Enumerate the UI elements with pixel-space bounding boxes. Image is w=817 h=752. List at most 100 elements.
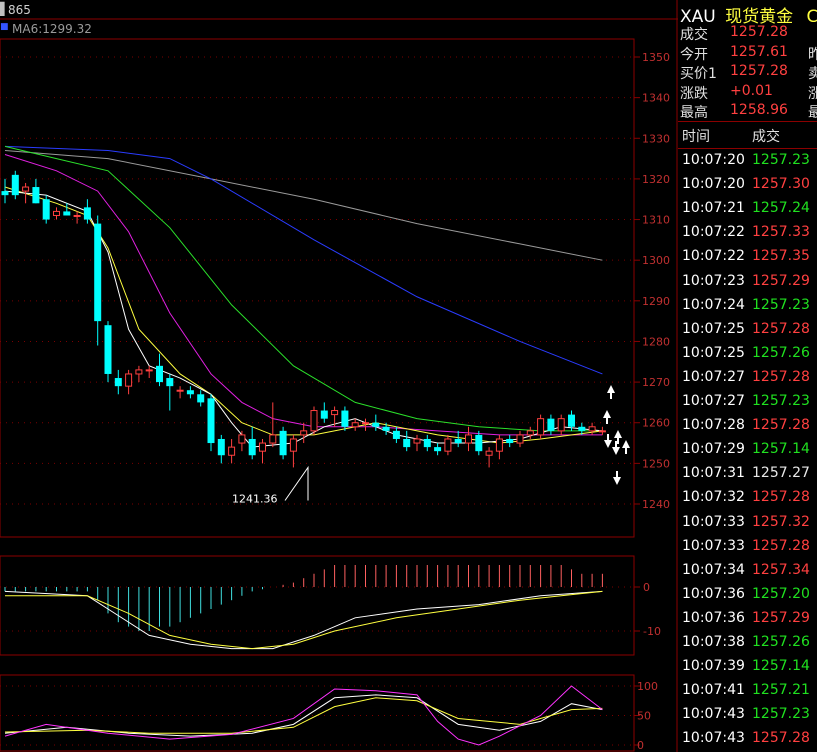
tick-time: 10:07:32: [682, 489, 745, 506]
tick-row[interactable]: 10:07:43 1257.23: [678, 703, 817, 727]
tick-row[interactable]: 10:07:33 1257.28: [678, 535, 817, 559]
candle-body: [300, 430, 308, 436]
candle-body: [465, 434, 472, 444]
quote-row: 成交 1257.28: [678, 24, 817, 44]
tick-row[interactable]: 10:07:21 1257.24: [678, 197, 817, 221]
candle-body: [11, 174, 19, 196]
up-arrow-icon: [614, 430, 622, 444]
candle-body: [135, 369, 143, 375]
quote-value: +0.01: [730, 82, 773, 99]
candle-body: [557, 418, 565, 432]
tick-row[interactable]: 10:07:27 1257.28: [678, 366, 817, 390]
kdj-tick-label: 100: [637, 680, 658, 693]
tick-row[interactable]: 10:07:32 1257.28: [678, 486, 817, 510]
candle-body: [434, 447, 442, 452]
price-tick-label: 1240: [642, 498, 670, 511]
tick-row[interactable]: 10:07:36 1257.20: [678, 583, 817, 607]
candle-body: [207, 398, 215, 444]
tick-row[interactable]: 10:07:39 1257.14: [678, 655, 817, 679]
tick-row[interactable]: 10:07:25 1257.26: [678, 342, 817, 366]
tick-price: 1257.29: [752, 272, 810, 289]
macd-panel-frame: [0, 555, 635, 656]
candle-body: [475, 434, 483, 452]
tick-row[interactable]: 10:07:38 1257.26: [678, 631, 817, 655]
candle-body: [83, 207, 91, 220]
candle-body: [94, 223, 102, 322]
ma60-line: [4, 145, 603, 432]
quote-value: 1257.28: [730, 63, 788, 79]
candle-body: [516, 434, 524, 444]
candle-body: [351, 422, 359, 428]
tick-price: 1257.23: [752, 706, 810, 723]
tick-row[interactable]: 10:07:43 1257.28: [678, 727, 817, 751]
tick-time: 10:07:27: [682, 368, 745, 385]
tick-time: 10:07:22: [682, 224, 745, 241]
tick-row[interactable]: 10:07:36 1257.29: [678, 607, 817, 631]
price-tick-label: 1260: [642, 417, 670, 430]
candle-body: [423, 438, 431, 448]
tick-time: 10:07:36: [682, 585, 745, 602]
ma-label: MA6:1299.32: [12, 22, 92, 36]
tick-time: 10:07:43: [682, 706, 745, 723]
tick-price: 1257.35: [752, 248, 810, 265]
price-tick-label: 1330: [642, 132, 670, 145]
candle-body: [568, 414, 575, 427]
period-marker: ▌: [0, 2, 10, 16]
chart-area[interactable]: 1350 1340 1330 1320 1310 1300 1290 1280 1270 1260…: [0, 0, 678, 752]
candle-body: [63, 211, 71, 216]
tick-row[interactable]: 10:07:20 1257.23: [678, 149, 817, 173]
tick-row[interactable]: 10:07:34 1257.34: [678, 559, 817, 583]
candle-body: [279, 430, 287, 456]
low-annotation: 1241.36: [232, 465, 309, 505]
tick-price: 1257.26: [752, 634, 810, 650]
tick-row[interactable]: 10:07:28 1257.28: [678, 414, 817, 438]
tick-row[interactable]: 10:07:25 1257.28: [678, 318, 817, 342]
candle-body: [22, 186, 30, 192]
up-arrow-icon: [607, 385, 615, 399]
candle-body: [32, 187, 40, 204]
kdj-tick-label: 0: [637, 739, 644, 752]
candle-body: [588, 426, 596, 432]
tick-price: 1257.28: [752, 417, 810, 434]
symbol-name: 现货黄金: [725, 7, 794, 27]
quote-value: 1257.28: [730, 24, 788, 40]
candle-body: [114, 378, 122, 387]
quote-label: 涨跌: [680, 85, 708, 102]
tick-time: 10:07:34: [682, 561, 745, 578]
candle-body: [362, 422, 369, 425]
quote-extra-label: 最: [808, 105, 817, 121]
tick-row[interactable]: 10:07:24 1257.23: [678, 294, 817, 318]
macd-dea-line: [5, 590, 603, 650]
candle-body: [331, 410, 339, 416]
candle-body: [186, 390, 194, 395]
tick-time: 10:07:21: [682, 200, 745, 217]
tick-row[interactable]: 10:07:29 1257.14: [678, 438, 817, 462]
tick-price: 1257.24: [752, 200, 810, 217]
tick-price: 1257.30: [752, 176, 810, 193]
tick-row[interactable]: 10:07:23 1257.29: [678, 270, 817, 294]
quote-row: 今开 1257.61 昨: [678, 44, 817, 64]
quote-label: 今开: [680, 46, 708, 63]
candle-body: [217, 438, 225, 456]
price-tick-label: 1310: [642, 214, 670, 227]
tick-row[interactable]: 10:07:22 1257.35: [678, 245, 817, 269]
tick-time: 10:07:24: [682, 296, 745, 313]
tick-time: 10:07:39: [682, 658, 745, 675]
tick-time: 10:07:20: [682, 176, 745, 193]
tick-time: 10:07:28: [682, 417, 745, 434]
tick-row[interactable]: 10:07:31 1257.27: [678, 462, 817, 486]
ma20-line: [4, 154, 603, 436]
kdj-j-line: [4, 685, 603, 746]
ticks-header-time: 时间: [682, 129, 710, 145]
tick-row[interactable]: 10:07:27 1257.23: [678, 390, 817, 414]
tick-row[interactable]: 10:07:41 1257.21: [678, 679, 817, 703]
tick-row[interactable]: 10:07:22 1257.33: [678, 221, 817, 245]
tick-price: 1257.28: [752, 537, 810, 554]
tick-price: 1257.23: [752, 296, 810, 313]
tick-row[interactable]: 10:07:20 1257.30: [678, 173, 817, 197]
period-count: 865: [8, 3, 31, 17]
tick-row[interactable]: 10:07:33 1257.32: [678, 511, 817, 535]
candle-body: [495, 438, 503, 452]
tick-time: 10:07:33: [682, 537, 745, 554]
candle-body: [73, 214, 81, 217]
